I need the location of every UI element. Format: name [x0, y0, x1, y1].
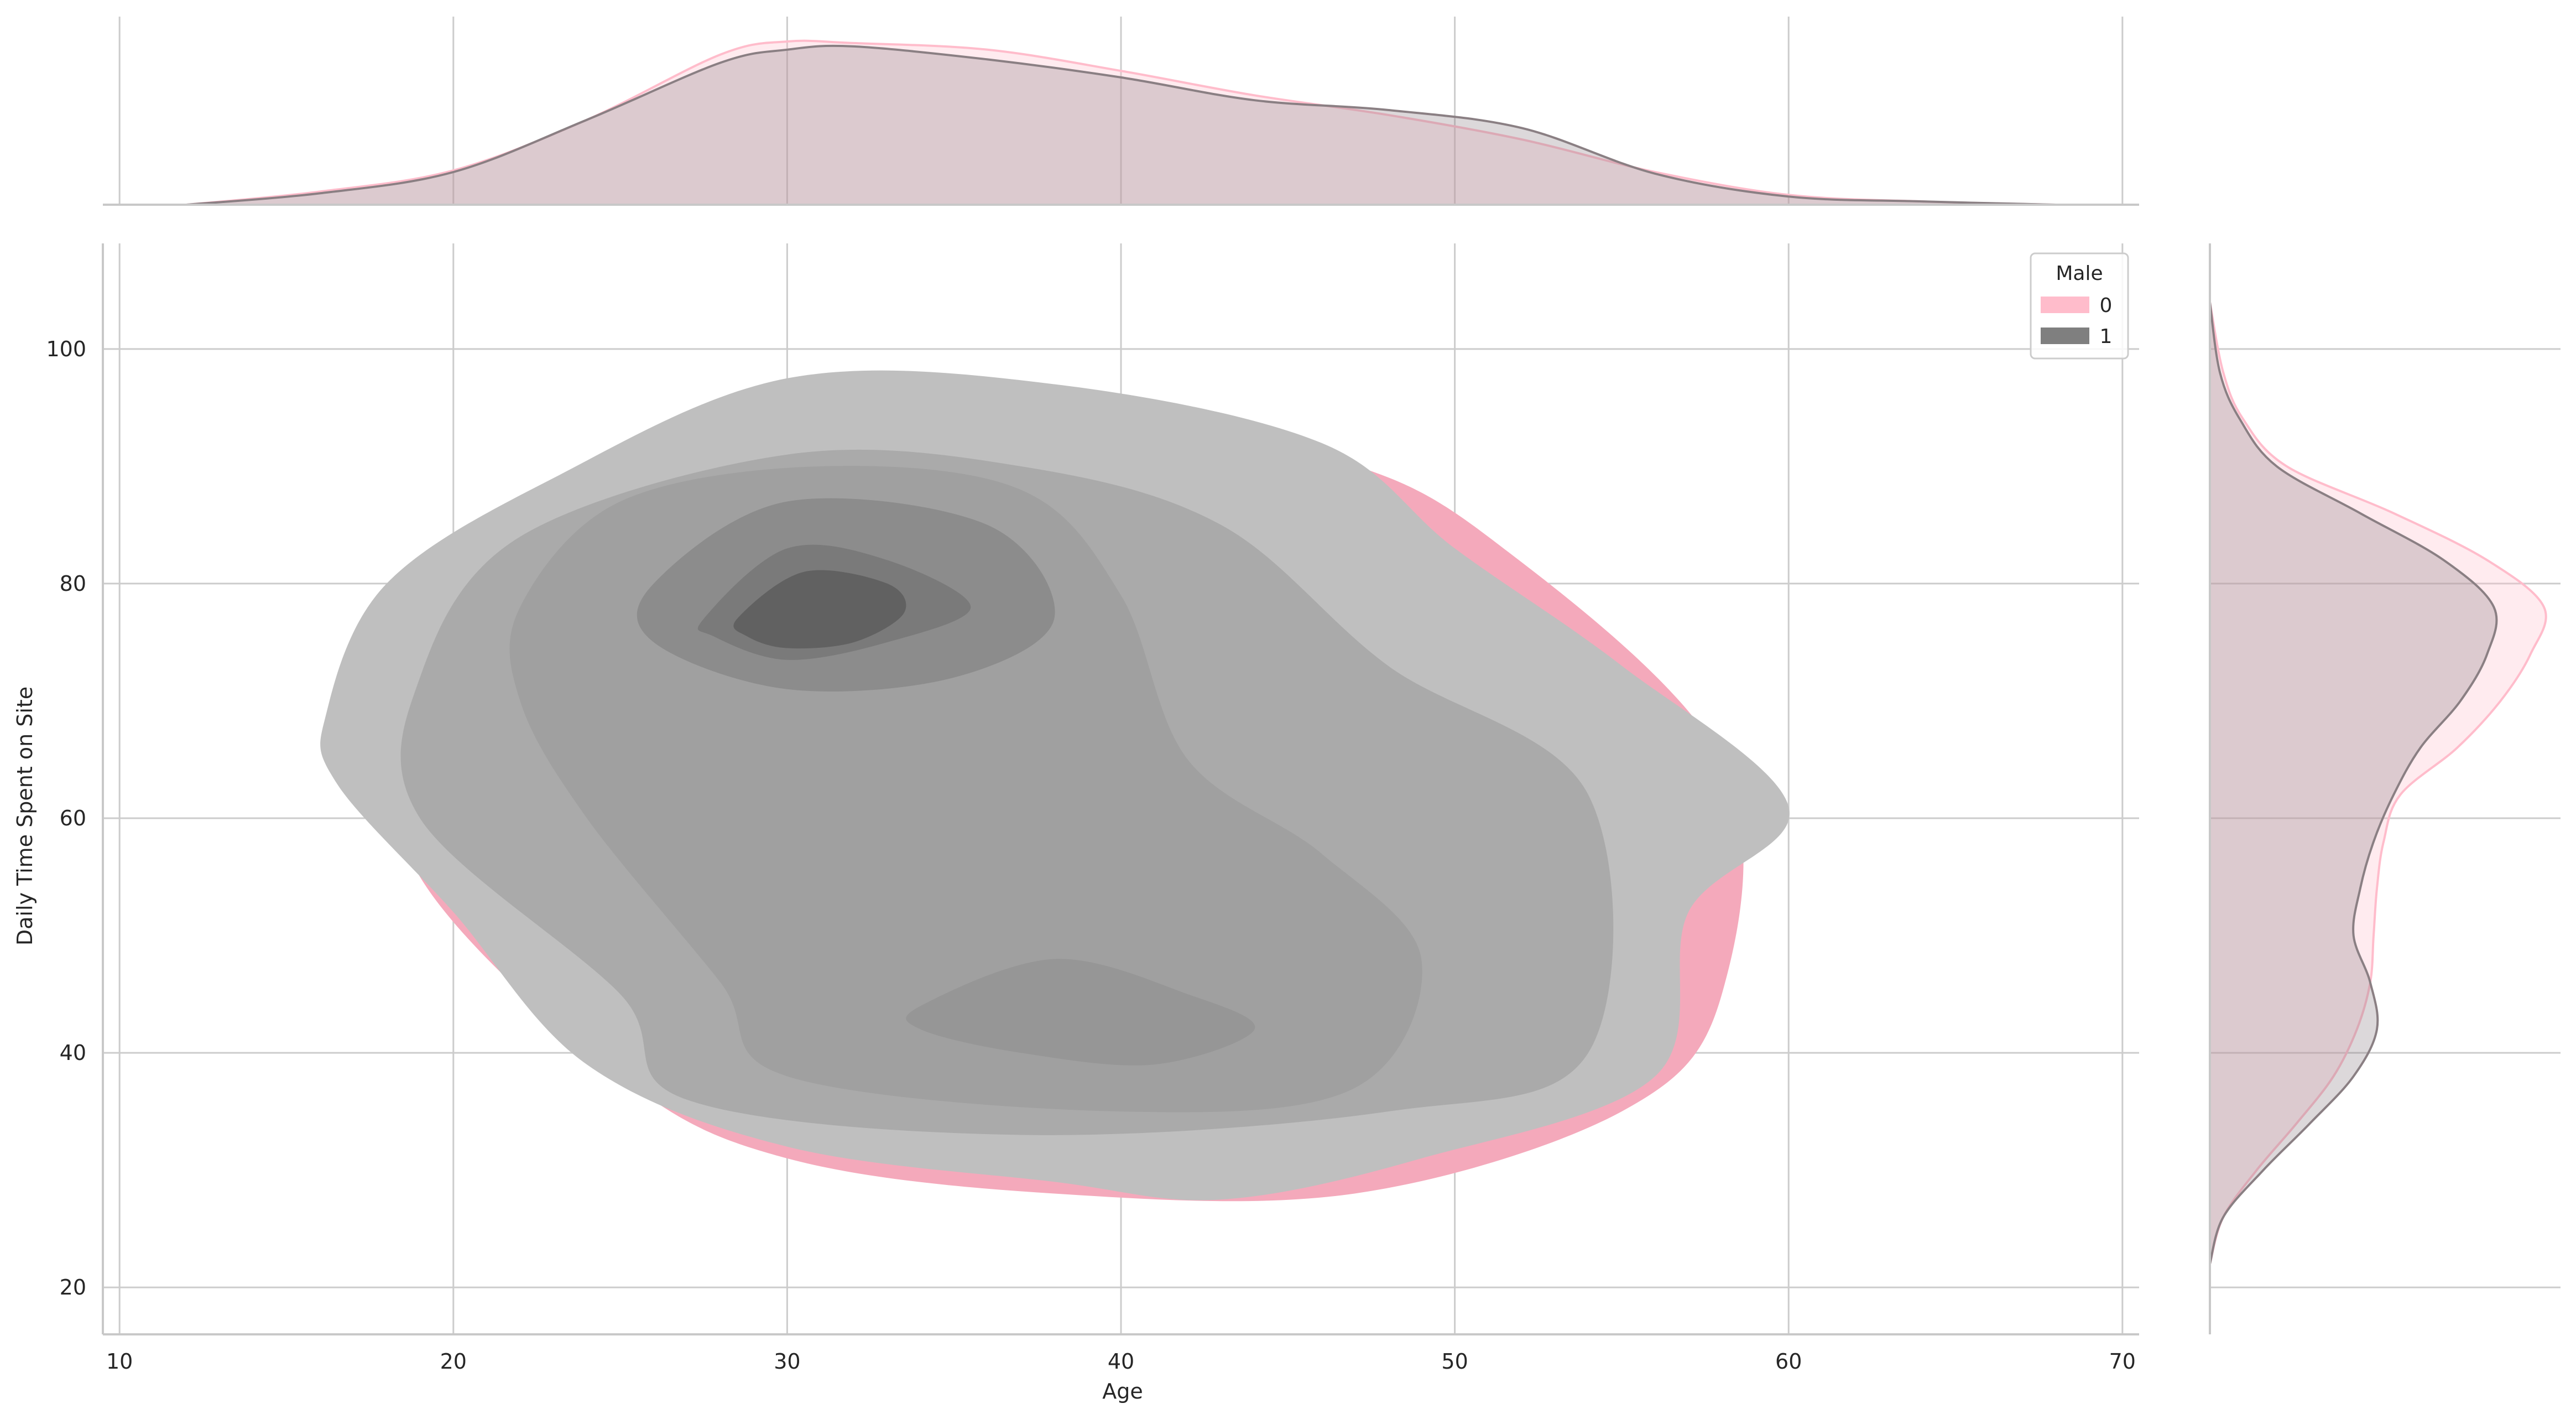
marginal-x-density [186, 39, 2056, 206]
legend-label-1: 1 [2100, 325, 2113, 348]
legend-label-0: 0 [2100, 294, 2113, 317]
x-tick-label-1: 20 [440, 1349, 467, 1374]
x-tick-label-0: 10 [106, 1349, 133, 1374]
legend-title: Male [2056, 262, 2103, 285]
legend-swatch-0 [2041, 297, 2089, 313]
y-tick-label-4: 100 [46, 337, 86, 361]
tick-labels: 10 20 30 40 50 60 70 20 40 60 80 100 [46, 337, 2136, 1374]
joint-density-plot [320, 370, 1790, 1202]
legend-swatch-1 [2041, 328, 2089, 344]
x-tick-label-2: 30 [774, 1349, 800, 1374]
marginal-y-density [2209, 302, 2547, 1265]
x-tick-label-6: 70 [2109, 1349, 2136, 1374]
marginal-y-line-series-1 [2209, 302, 2498, 1265]
marginal-x-area-series-0 [186, 40, 2056, 205]
x-tick-label-5: 60 [1775, 1349, 1802, 1374]
marginal-y-area-series-0 [2210, 302, 2546, 1264]
y-tick-label-3: 80 [60, 571, 86, 596]
y-tick-label-1: 40 [60, 1041, 86, 1065]
density-contour-series-1-level-6 [906, 959, 1255, 1065]
density-contour-series-1-level-5 [733, 570, 906, 649]
y-tick-label-2: 60 [60, 806, 86, 830]
marginal-x-area-series-1 [186, 45, 2056, 205]
x-tick-label-3: 40 [1108, 1349, 1134, 1374]
marginal-x-line-series-1 [186, 44, 2056, 206]
axes [102, 204, 2211, 1335]
legend: Male 0 1 [2030, 252, 2129, 360]
x-axis-label: Age [1102, 1379, 1143, 1404]
marginal-y-area-series-1 [2210, 302, 2497, 1264]
x-tick-label-4: 50 [1441, 1349, 1468, 1374]
marginal-y-line-series-0 [2209, 302, 2547, 1265]
y-axis-label: Daily Time Spent on Site [13, 687, 37, 945]
y-tick-label-0: 20 [60, 1275, 86, 1300]
